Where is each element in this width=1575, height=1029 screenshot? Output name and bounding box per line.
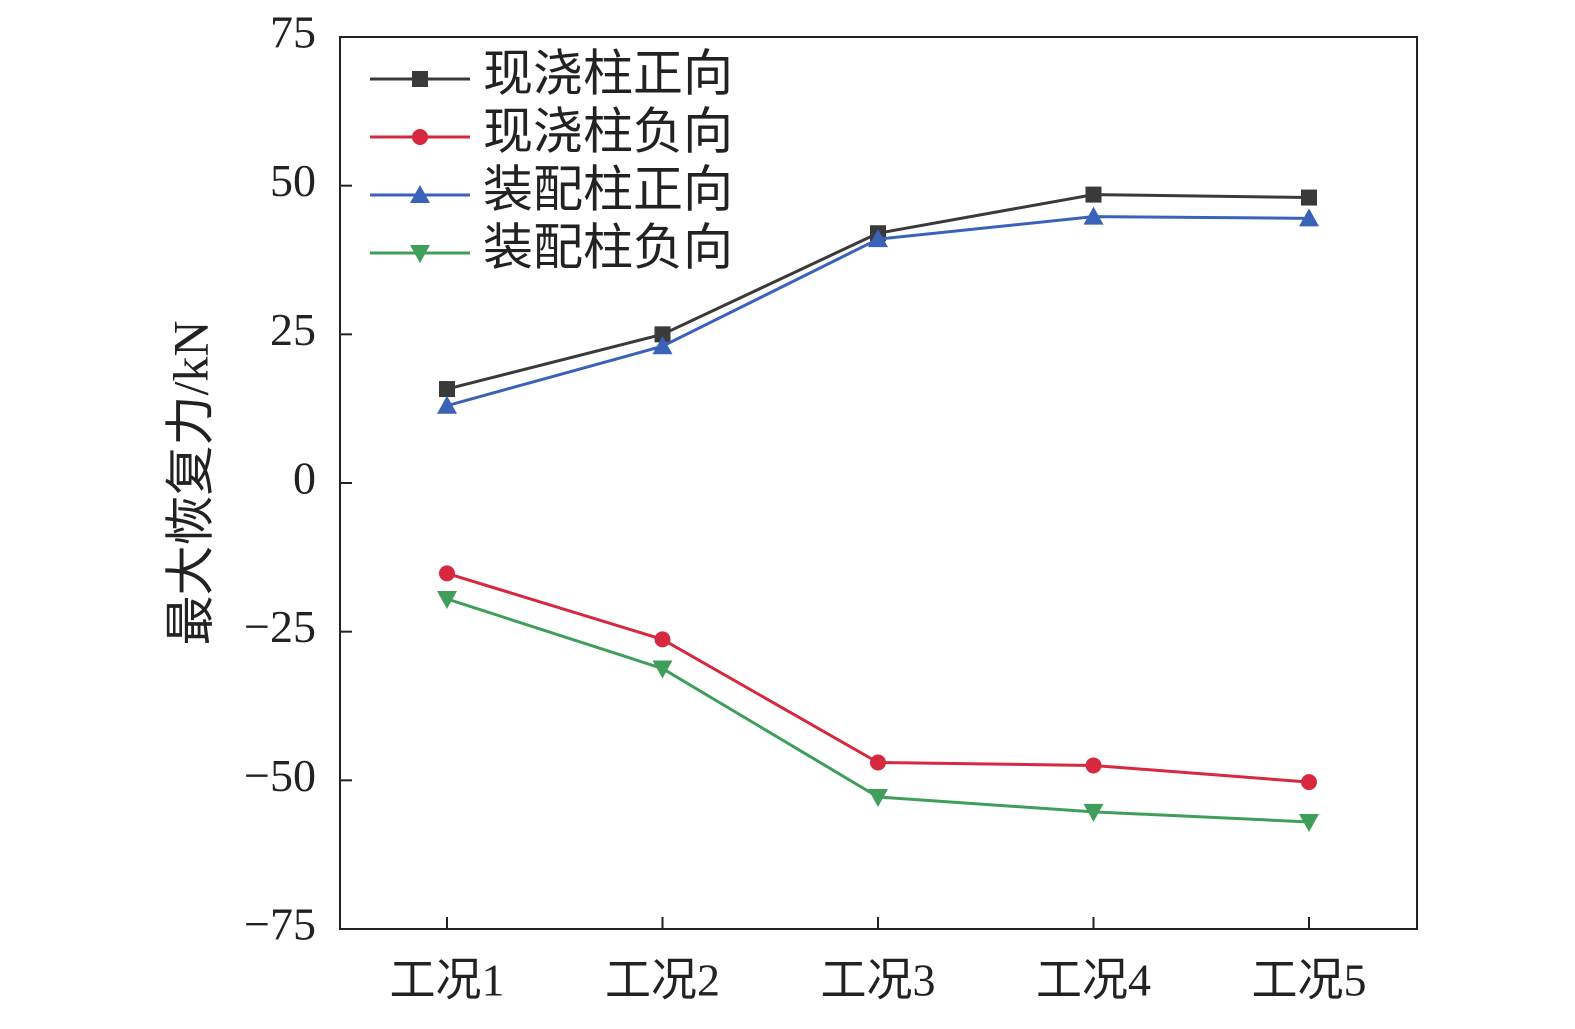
data-point xyxy=(1299,813,1319,832)
series-2 xyxy=(439,565,1317,791)
legend-item: 装配柱负向 xyxy=(370,219,733,275)
data-point xyxy=(437,590,457,609)
data-point xyxy=(652,336,673,355)
legend-label: 装配柱正向 xyxy=(483,161,733,217)
data-point xyxy=(1083,206,1104,225)
data-point xyxy=(868,788,888,807)
data-point xyxy=(652,660,673,679)
series-3 xyxy=(437,206,1319,414)
legend-label: 装配柱负向 xyxy=(483,219,733,275)
legend-item: 现浇柱负向 xyxy=(370,103,733,159)
series-layer xyxy=(437,186,1319,832)
data-point xyxy=(1301,189,1317,206)
legend-label: 现浇柱正向 xyxy=(483,45,733,101)
data-point xyxy=(437,395,457,414)
legend-label: 现浇柱负向 xyxy=(483,103,733,159)
legend-marker xyxy=(412,129,428,145)
y-axis-label: 最大恢复力/kN xyxy=(162,321,218,646)
series-line xyxy=(446,597,1310,824)
data-point xyxy=(654,631,671,648)
x-tick-label: 工况3 xyxy=(821,955,936,1006)
data-point xyxy=(1301,774,1317,791)
y-axis: 75 50 25 0 −25 −50 −75 xyxy=(244,7,352,950)
legend-marker xyxy=(410,185,430,203)
data-point xyxy=(1085,186,1102,203)
x-tick-label: 工况4 xyxy=(1036,955,1151,1006)
y-tick-label: 25 xyxy=(270,304,316,355)
series-line xyxy=(446,571,1310,784)
legend-marker xyxy=(410,245,430,263)
legend-marker xyxy=(412,71,428,87)
y-tick-label: −50 xyxy=(244,750,316,801)
x-axis: 工况1 工况2 工况3 工况4 工况5 xyxy=(390,917,1367,1006)
legend-item: 装配柱正向 xyxy=(370,161,733,217)
x-tick-label: 工况1 xyxy=(390,955,505,1006)
y-tick-label: −75 xyxy=(244,899,316,950)
data-point xyxy=(654,326,671,343)
series-4 xyxy=(437,590,1319,832)
data-point xyxy=(1299,208,1319,227)
x-tick-label: 工况2 xyxy=(605,955,720,1006)
data-point xyxy=(439,381,455,398)
x-tick-label: 工况5 xyxy=(1252,955,1367,1006)
data-point xyxy=(870,754,886,771)
y-tick-label: −25 xyxy=(244,601,316,652)
data-point xyxy=(1083,803,1104,822)
y-tick-label: 0 xyxy=(293,453,316,504)
y-tick-label: 75 xyxy=(270,7,316,58)
data-point xyxy=(868,229,888,248)
data-point xyxy=(1085,757,1102,774)
data-point xyxy=(439,565,455,582)
legend-item: 现浇柱正向 xyxy=(370,45,733,101)
y-tick-label: 50 xyxy=(270,155,316,206)
